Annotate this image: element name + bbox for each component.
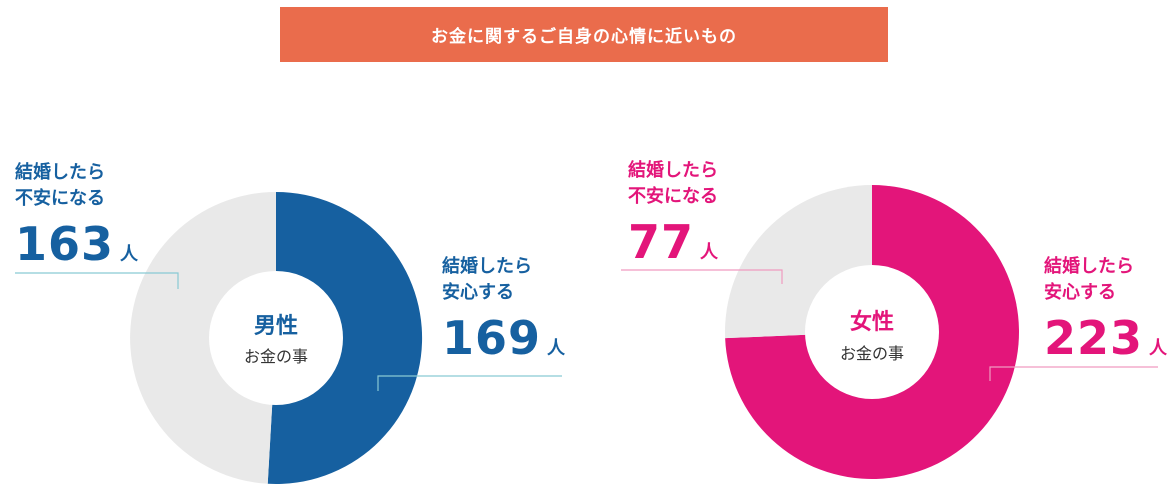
donut-chart-female: 女性 お金の事 <box>621 185 1158 479</box>
center-title-female: 女性 <box>850 309 894 335</box>
center-subtitle-female: お金の事 <box>840 344 904 363</box>
leader-line-female-safe <box>989 366 1158 381</box>
donut-slice-1 <box>130 192 276 484</box>
chart-title: お金に関するご自身の心情に近いもの <box>431 27 737 47</box>
slice-caption-line2: 安心する <box>1044 282 1116 303</box>
slice-unit: 人 <box>1149 338 1168 359</box>
slice-label-female-unsafe: 結婚したら 不安になる 77 人 <box>628 158 718 268</box>
slice-label-male-safe: 結婚したら 安心する 169 人 <box>442 254 565 364</box>
slice-label-male-unsafe: 結婚したら 不安になる 163 人 <box>15 160 138 270</box>
donut-hole-female <box>805 265 939 399</box>
slice-value: 163 <box>15 217 115 271</box>
center-title-male: 男性 <box>254 314 298 339</box>
leader-line-female-unsafe <box>621 269 783 284</box>
chart-title-banner: お金に関するご自身の心情に近いもの <box>280 7 888 62</box>
slice-caption-line1: 結婚したら <box>628 160 718 181</box>
donut-chart-male: 男性 お金の事 <box>15 191 562 484</box>
slice-unit: 人 <box>120 244 139 265</box>
slice-unit: 人 <box>700 242 719 263</box>
slice-value: 77 <box>628 215 695 269</box>
slice-caption-line2: 不安になる <box>15 188 105 209</box>
slice-label-female-safe: 結婚したら 安心する 223 人 <box>1044 254 1167 364</box>
slice-caption-line2: 安心する <box>442 282 514 303</box>
leader-line-male-unsafe <box>15 272 179 289</box>
slice-value: 169 <box>442 311 542 365</box>
slice-caption-line1: 結婚したら <box>1044 256 1134 277</box>
leader-line-male-safe <box>377 375 562 391</box>
slice-caption-line2: 不安になる <box>628 186 718 207</box>
slice-caption-line1: 結婚したら <box>15 162 105 183</box>
donut-slice-0 <box>267 191 423 484</box>
slice-unit: 人 <box>547 338 566 359</box>
donut-hole-male <box>209 271 343 405</box>
center-subtitle-male: お金の事 <box>244 347 308 366</box>
slice-value: 223 <box>1044 311 1144 365</box>
slice-caption-line1: 結婚したら <box>442 256 532 277</box>
